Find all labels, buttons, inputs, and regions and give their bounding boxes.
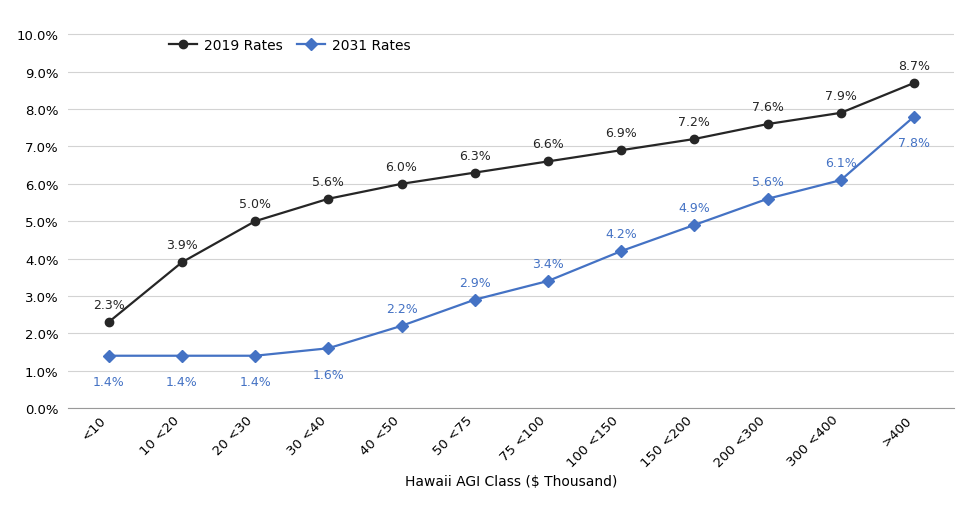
2019 Rates [835, 111, 847, 117]
2019 Rates [322, 196, 334, 203]
Line: 2019 Rates: 2019 Rates [105, 80, 919, 327]
Text: 2.2%: 2.2% [385, 302, 418, 315]
2019 Rates [103, 320, 115, 326]
Text: 6.0%: 6.0% [385, 161, 418, 173]
Text: 7.6%: 7.6% [752, 100, 784, 114]
Text: 6.1%: 6.1% [825, 157, 856, 170]
Line: 2031 Rates: 2031 Rates [105, 113, 919, 360]
Text: 7.8%: 7.8% [898, 137, 930, 149]
2031 Rates [176, 353, 187, 359]
2019 Rates [250, 219, 261, 225]
Text: 6.3%: 6.3% [459, 149, 490, 162]
Text: 8.7%: 8.7% [898, 60, 930, 73]
Text: 5.0%: 5.0% [239, 197, 271, 211]
2031 Rates [396, 323, 408, 329]
2019 Rates [908, 81, 920, 87]
Text: 1.6%: 1.6% [313, 368, 344, 381]
2019 Rates [762, 122, 774, 128]
2019 Rates [176, 260, 187, 266]
Text: 1.4%: 1.4% [93, 375, 124, 388]
2031 Rates [616, 248, 627, 255]
2031 Rates [322, 345, 334, 351]
2019 Rates [688, 137, 700, 143]
2031 Rates [908, 114, 920, 120]
Text: 1.4%: 1.4% [239, 375, 271, 388]
Text: 7.2%: 7.2% [679, 116, 711, 129]
Text: 3.4%: 3.4% [532, 258, 564, 270]
Text: 1.4%: 1.4% [166, 375, 198, 388]
2031 Rates [762, 196, 774, 203]
Text: 6.9%: 6.9% [605, 127, 637, 140]
Legend: 2019 Rates, 2031 Rates: 2019 Rates, 2031 Rates [164, 33, 416, 59]
2031 Rates [103, 353, 115, 359]
2031 Rates [688, 223, 700, 229]
Text: 5.6%: 5.6% [752, 175, 784, 188]
2019 Rates [469, 170, 481, 176]
2019 Rates [396, 181, 408, 187]
Text: 2.9%: 2.9% [459, 276, 490, 289]
X-axis label: Hawaii AGI Class ($ Thousand): Hawaii AGI Class ($ Thousand) [405, 474, 618, 488]
Text: 4.9%: 4.9% [679, 201, 710, 215]
2031 Rates [542, 278, 553, 284]
2031 Rates [250, 353, 261, 359]
Text: 3.9%: 3.9% [166, 239, 198, 251]
2031 Rates [835, 178, 847, 184]
2031 Rates [469, 297, 481, 303]
Text: 6.6%: 6.6% [532, 138, 564, 151]
Text: 2.3%: 2.3% [93, 298, 124, 312]
2019 Rates [616, 148, 627, 154]
Text: 7.9%: 7.9% [825, 89, 856, 103]
2019 Rates [542, 159, 553, 165]
Text: 4.2%: 4.2% [605, 228, 637, 240]
Text: 5.6%: 5.6% [313, 175, 345, 188]
